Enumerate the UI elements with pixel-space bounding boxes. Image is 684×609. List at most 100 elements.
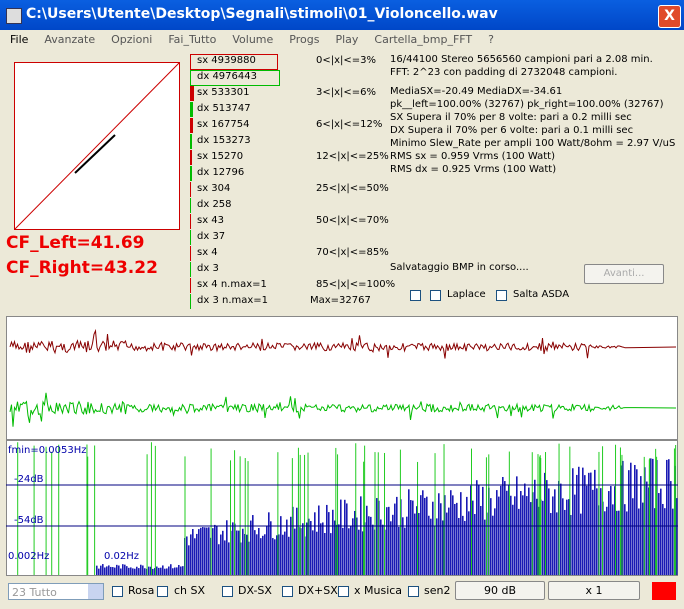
checkbox[interactable] <box>410 290 421 301</box>
checkbox[interactable] <box>112 586 123 597</box>
spectrum-bar <box>628 470 630 575</box>
checkbox[interactable] <box>408 586 419 597</box>
spectrum-bar <box>148 566 150 575</box>
fmin-label: fmin=0.0053Hz <box>8 445 87 456</box>
menu-item[interactable]: File <box>10 33 29 46</box>
db-button[interactable]: 90 dB <box>455 581 545 600</box>
spectrum-bar <box>528 487 530 575</box>
spectrum-bar <box>326 504 328 575</box>
spectrum-bar <box>290 516 292 575</box>
spectrum-bar <box>420 495 422 575</box>
spectrum-bar <box>218 544 220 575</box>
crest-left: CF_Left=41.69 <box>6 233 145 253</box>
spectrum-bar <box>676 498 678 575</box>
spectrum-bar <box>566 499 568 575</box>
spectrum-bar <box>306 522 308 575</box>
checkbox[interactable] <box>430 290 441 301</box>
hist-bar <box>190 278 191 293</box>
spectrum-bar <box>138 568 140 575</box>
range-label: 3<|x|<=6% <box>316 87 377 98</box>
spectrum-bar <box>134 568 136 575</box>
menu-item[interactable]: Volume <box>232 33 274 46</box>
spectrum-bar <box>308 518 310 575</box>
combo-box[interactable]: 23 Tutto <box>8 583 104 600</box>
avanti-button[interactable]: Avanti... <box>584 264 664 284</box>
checkbox[interactable] <box>222 586 233 597</box>
spectrum-bar <box>474 514 476 575</box>
color-swatch[interactable] <box>652 582 676 600</box>
spectrum-bar <box>266 525 268 575</box>
spectrum-bar <box>638 508 640 575</box>
spectrum-bar <box>248 541 250 575</box>
spectrum-bar <box>518 508 520 575</box>
combo-arrow[interactable] <box>88 584 103 599</box>
hist-bar <box>190 134 192 149</box>
spectrum-bar <box>478 485 480 575</box>
zoom-button[interactable]: x 1 <box>548 581 640 600</box>
spectrum-bar <box>490 498 492 575</box>
info-line: RMS dx = 0.925 Vrms (100 Watt) <box>390 164 557 175</box>
spectrum-bar <box>156 566 158 575</box>
max-label: Max=32767 <box>310 295 371 306</box>
hist-bar <box>190 214 191 229</box>
spectrum-bar <box>224 540 226 575</box>
diagonal <box>14 62 180 230</box>
range-label: 50<|x|<=70% <box>316 215 389 226</box>
spectrum-bar <box>596 488 598 575</box>
spectrum-bar <box>126 566 128 575</box>
spectrum-bar <box>554 489 556 575</box>
spectrum-bar <box>472 500 474 575</box>
menu-item[interactable]: Avanzate <box>44 33 96 46</box>
spectrum-bar <box>526 496 528 575</box>
spectrum-bar <box>428 515 430 575</box>
spectrum-bar <box>444 495 446 575</box>
spectrum-bar <box>236 530 238 575</box>
info-line: Minimo Slew_Rate per ampli 100 Watt/8ohm… <box>390 138 676 149</box>
spectrum-bar <box>658 493 660 575</box>
info-line: DX Supera il 70% per 6 volte: pari a 0.1… <box>390 125 634 136</box>
hist-label: sx 15270 <box>197 151 244 162</box>
menu-item[interactable]: Fai_Tutto <box>168 33 217 46</box>
menu-item[interactable]: Play <box>335 33 359 46</box>
menu-item[interactable]: Cartella_bmp_FFT <box>374 33 473 46</box>
spectrum-bar <box>448 507 450 575</box>
range-label: 0<|x|<=3% <box>316 55 377 66</box>
checkbox[interactable] <box>157 586 168 597</box>
spectrum-bar <box>136 566 138 575</box>
spectrum-bar <box>652 458 654 575</box>
spectrum-bar <box>634 464 636 575</box>
spectrum-bar <box>494 508 496 575</box>
spectrum-bar <box>352 518 354 575</box>
spectrum-bar <box>242 528 244 575</box>
spectrum-bar <box>546 480 548 575</box>
spectrum-bar <box>112 567 114 575</box>
spectrum-bar <box>432 501 434 575</box>
wave-right <box>9 392 677 427</box>
spectrum-bar <box>318 505 320 575</box>
menu-item[interactable]: Progs <box>289 33 320 46</box>
spectrum-bar <box>544 472 546 575</box>
spectrum-bar <box>106 566 108 575</box>
spectrum-bar <box>456 502 458 575</box>
spectrum-bar <box>564 509 566 575</box>
chsx-label: ch SX <box>174 584 206 597</box>
checkbox[interactable] <box>496 290 507 301</box>
checkbox[interactable] <box>282 586 293 597</box>
spectrum-bar <box>246 534 248 575</box>
spectrum-bar <box>664 508 666 575</box>
spectrum-bar <box>196 533 198 575</box>
spectrum-bar <box>608 491 610 575</box>
spectrum-bar <box>120 568 122 575</box>
spectrum-bar <box>670 481 672 575</box>
menu-item[interactable]: ? <box>488 33 494 46</box>
checkbox[interactable] <box>338 586 349 597</box>
spectrum-bar <box>666 459 668 575</box>
spectrum-bar <box>424 497 426 575</box>
spectrum-bar <box>506 490 508 575</box>
range-label: 6<|x|<=12% <box>316 119 383 130</box>
menu-item[interactable]: Opzioni <box>111 33 153 46</box>
combo-text: 23 Tutto <box>12 586 57 599</box>
spectrum-bar <box>418 513 420 575</box>
close-button[interactable]: X <box>658 5 681 28</box>
spectrum-bar <box>262 535 264 575</box>
